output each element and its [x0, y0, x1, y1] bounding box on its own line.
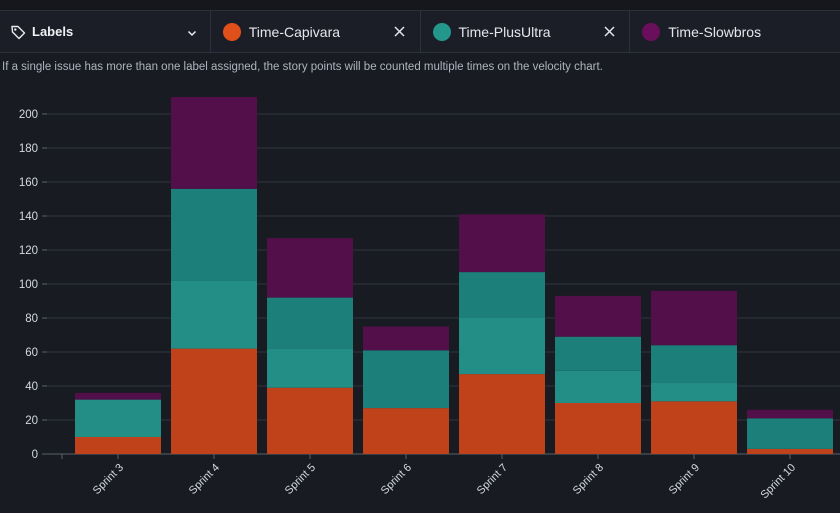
bar-segment[interactable] — [651, 382, 737, 402]
top-strip — [0, 0, 840, 10]
label-chip-text: Time-PlusUltra — [458, 23, 551, 40]
bar-segment[interactable] — [651, 401, 737, 454]
label-chip-time-plusultra: Time-PlusUltra — [421, 11, 631, 52]
label-filter-bar: Labels Time-Capivara Time-PlusUltra Time… — [0, 10, 840, 53]
label-chip-text: Time-Capivara — [248, 23, 341, 40]
y-tick-label: 60 — [25, 347, 38, 359]
x-tick-label: Sprint 10 — [759, 462, 799, 502]
x-tick-label: Sprint 7 — [475, 462, 510, 497]
y-tick-label: 80 — [25, 313, 38, 325]
bar-segment[interactable] — [555, 336, 641, 371]
bar-segment[interactable] — [747, 418, 833, 449]
bar-segment[interactable] — [747, 448, 833, 454]
labels-dropdown-label: Labels — [32, 24, 74, 39]
bar-segment[interactable] — [267, 348, 353, 388]
close-icon[interactable] — [390, 22, 410, 42]
x-tick-label: Sprint 5 — [283, 462, 318, 497]
y-tick-label: 20 — [25, 415, 38, 427]
bar-segment[interactable] — [267, 297, 353, 349]
bar-segment[interactable] — [171, 97, 257, 189]
labels-dropdown[interactable]: Labels — [0, 11, 211, 52]
bar-segment[interactable] — [459, 272, 545, 318]
velocity-chart: 0 20 40 60 80 100 120 140 160 180 200 Sprint 3 Sprin… — [19, 97, 840, 502]
y-tick-label: 200 — [19, 109, 38, 121]
bar-segment[interactable] — [651, 290, 737, 346]
bar-segment[interactable] — [459, 318, 545, 375]
color-dot-icon — [432, 22, 451, 41]
y-tick-label: 100 — [19, 279, 38, 291]
x-tick-label: Sprint 6 — [379, 462, 414, 497]
bar-segment[interactable] — [75, 399, 161, 437]
bar-segment[interactable] — [459, 214, 545, 273]
color-dot-icon — [642, 22, 661, 41]
velocity-note: If a single issue has more than one labe… — [2, 61, 603, 73]
bar-segment[interactable] — [75, 437, 161, 454]
y-tick-label: 160 — [19, 177, 38, 189]
bar-segment[interactable] — [75, 392, 161, 400]
y-tick-label: 40 — [25, 381, 38, 393]
bar-segment[interactable] — [747, 409, 833, 419]
x-tick-label: Sprint 8 — [571, 462, 606, 497]
bar-segment[interactable] — [363, 350, 449, 409]
x-tick-label: Sprint 3 — [91, 462, 126, 497]
bar-segment[interactable] — [555, 370, 641, 403]
bar-segment[interactable] — [555, 403, 641, 454]
y-tick-label: 140 — [19, 211, 38, 223]
close-icon[interactable] — [599, 22, 619, 42]
y-tick-label: 120 — [19, 245, 38, 257]
y-tick-label: 0 — [32, 449, 38, 461]
tag-icon — [10, 24, 26, 40]
bar-segment[interactable] — [651, 345, 737, 383]
label-chip-time-capivara: Time-Capivara — [211, 11, 421, 52]
y-tick-label: 180 — [19, 143, 38, 155]
bar-segment[interactable] — [171, 188, 257, 281]
chevron-down-icon — [186, 26, 198, 38]
bar-segment[interactable] — [363, 326, 449, 351]
bar-segment[interactable] — [267, 238, 353, 298]
bar-segment[interactable] — [267, 387, 353, 454]
label-chip-text: Time-Slowbros — [668, 23, 762, 40]
bar-segment[interactable] — [459, 374, 545, 454]
color-dot-icon — [222, 22, 241, 41]
label-chip-time-slowbros: Time-Slowbros — [630, 11, 840, 52]
x-tick-label: Sprint 9 — [667, 462, 702, 497]
bar-segment[interactable] — [363, 408, 449, 454]
x-tick-label: Sprint 4 — [187, 462, 222, 497]
bar-segment[interactable] — [171, 280, 257, 349]
bar-segment[interactable] — [171, 348, 257, 454]
bar-segment[interactable] — [555, 295, 641, 337]
